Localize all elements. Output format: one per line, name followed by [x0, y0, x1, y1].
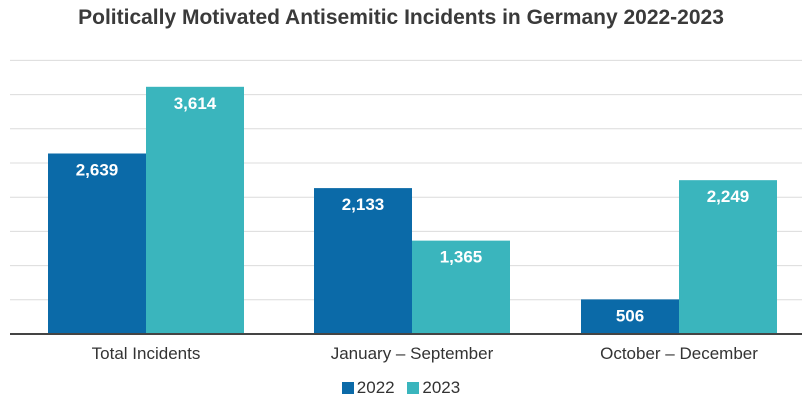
category-label-0: Total Incidents — [92, 344, 201, 363]
category-label-1: January – September — [331, 344, 494, 363]
bar-2023-1 — [412, 240, 510, 334]
bar-2023-2 — [679, 180, 777, 334]
data-label-2023-0: 3,614 — [174, 94, 217, 113]
bar-2022-1 — [314, 188, 412, 334]
legend-swatch-2022 — [341, 382, 354, 394]
data-label-2022-2: 506 — [616, 306, 644, 325]
bar-2023-0 — [146, 86, 244, 334]
bar-2022-2 — [581, 299, 679, 334]
legend-item-2022: 2022 — [341, 378, 395, 398]
bar-2022-0 — [48, 153, 146, 334]
legend: 2022 2023 — [0, 378, 802, 399]
data-label-2023-2: 2,249 — [707, 187, 750, 206]
legend-label-2022: 2022 — [356, 378, 395, 397]
legend-swatch-2023 — [407, 382, 420, 394]
data-label-2022-1: 2,133 — [342, 195, 385, 214]
chart-title: Politically Motivated Antisemitic Incide… — [78, 6, 724, 29]
category-label-2: October – December — [600, 344, 758, 363]
legend-item-2023: 2023 — [407, 378, 460, 398]
legend-label-2023: 2023 — [422, 378, 461, 397]
data-label-2022-0: 2,639 — [76, 160, 119, 179]
data-label-2023-1: 1,365 — [440, 248, 483, 267]
